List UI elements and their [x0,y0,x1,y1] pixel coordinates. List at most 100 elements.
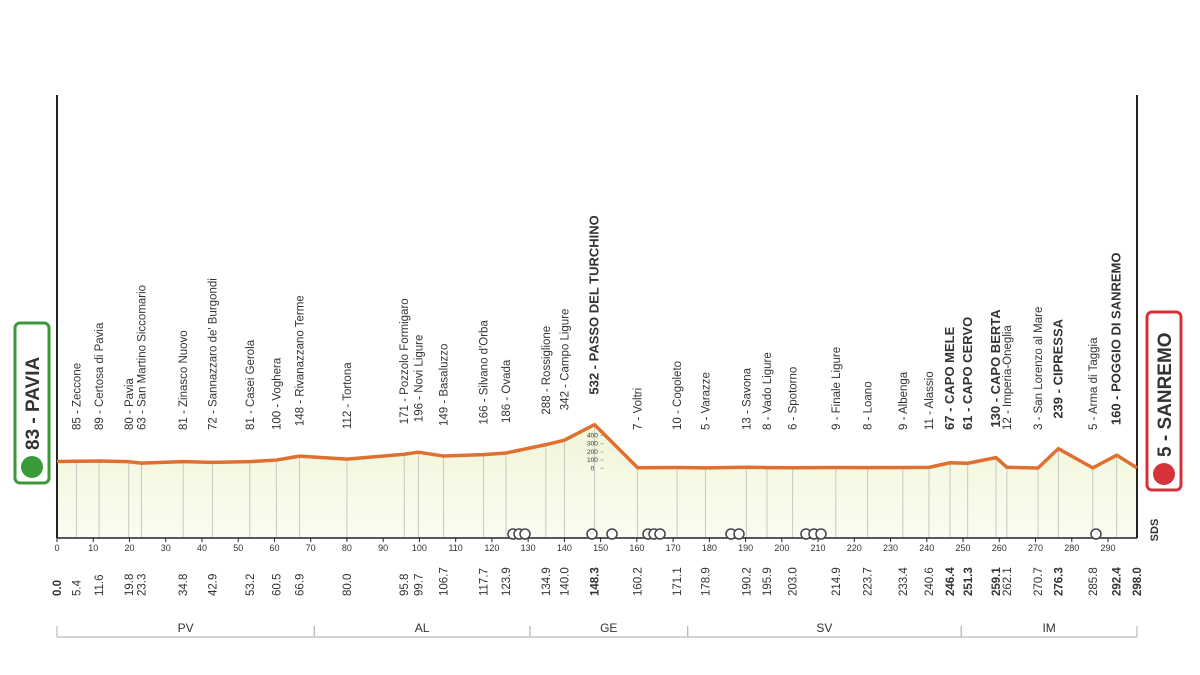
x-tick-label: 90 [378,543,388,553]
km-label: 99.7 [413,574,425,596]
waypoint-label: 81 - Casei Gerola [245,339,257,430]
waypoint-label: 5 - Varazze [700,372,712,430]
waypoint-label: 67 - CAPO MELE [942,326,957,430]
x-tick-label: 0 [54,543,59,553]
km-label: 117.7 [479,568,491,596]
terminal-box [13,321,51,485]
x-tick-label: 120 [484,543,499,553]
waypoint-label: 130 - CAPO BERTA [988,309,1003,428]
km-label: 53.2 [245,574,257,596]
x-tick-label: 220 [847,543,862,553]
x-tick-label: 40 [197,543,207,553]
km-label: 223.7 [863,567,875,596]
x-tick-label: 60 [269,543,279,553]
waypoint-label: 166 - Silvano d'Orba [479,320,491,425]
profile-area [57,424,1137,538]
km-label: 5.4 [72,579,84,596]
km-label: 66.9 [294,574,306,596]
x-tick-label: 50 [233,543,243,553]
x-tick-label: 270 [1028,543,1043,553]
x-tick-label: 180 [702,543,717,553]
x-tick-label: 80 [342,543,352,553]
km-label: 270.7 [1033,567,1045,596]
y-tick-label: 100 [587,457,598,464]
waypoint-label: 149 - Basaluzzo [439,344,451,426]
waypoint-label: 3 - San Lorenzo al Mare [1033,307,1045,430]
logo: SDS [1149,519,1161,542]
x-tick-label: 280 [1064,543,1079,553]
waypoint-label: 160 - POGGIO DI SANREMO [1109,252,1124,425]
x-tick-label: 240 [919,543,934,553]
x-tick-label: 210 [811,543,826,553]
waypoint-label: 5 - Arma di Taggia [1088,337,1100,430]
region-label: IM [1042,621,1055,635]
x-tick-label: 190 [738,543,753,553]
waypoint-label: 81 - Zinasco Nuovo [178,330,190,430]
waypoint-label: 12 - Imperia-Oneglia [1002,325,1014,430]
km-label: 140.0 [559,567,571,596]
km-label: 0.0 [52,580,64,596]
km-label: 80.0 [342,574,354,596]
waypoint-label: 11 - Alassio [924,371,936,430]
waypoint-label: 112 - Tortona [342,362,354,429]
x-tick-label: 10 [88,543,98,553]
terminal-label: 83 - PAVIA [23,356,44,450]
x-tick-label: 170 [666,543,681,553]
waypoint-label: 171 - Pozzolo Formigaro [399,298,411,424]
km-label: 214.9 [831,567,843,596]
km-label: 34.8 [178,574,190,596]
waypoint-label: 85 - Zeccone [72,363,84,430]
x-tick-label: 100 [412,543,427,553]
x-tick-label: 110 [448,543,462,553]
km-label: 171.1 [672,567,684,596]
waypoint-label: 13 - Savona [741,367,753,430]
km-label: 23.3 [136,574,148,596]
y-tick-label: 0 [591,465,595,472]
km-label: 259.1 [991,567,1003,596]
waypoint-label: 186 - Ovada [501,359,513,423]
x-tick-label: 140 [557,543,572,553]
waypoint-label: 7 - Voltri [633,388,645,430]
terminal-box [1145,310,1183,492]
region-label: GE [600,621,617,635]
km-label: 246.4 [945,567,957,596]
km-label: 178.9 [700,567,712,596]
x-tick-label: 230 [883,543,898,553]
x-tick-label: 150 [593,543,608,553]
km-label: 60.5 [271,574,283,596]
waypoint-label: 61 - CAPO CERVO [960,317,975,430]
km-label: 276.3 [1053,567,1065,596]
waypoint-label: 100 - Voghera [271,357,283,430]
km-label: 292.4 [1112,567,1124,596]
waypoint-label: 342 - Campo Ligure [559,309,571,411]
km-label: 251.3 [963,567,975,596]
km-label: 123.9 [501,567,513,596]
waypoint-label: 9 - Albenga [898,371,910,430]
x-tick-label: 30 [161,543,171,553]
x-tick-label: 130 [521,543,536,553]
km-label: 11.6 [94,574,106,596]
waypoint-label: 10 - Cogoleto [672,361,684,430]
waypoint-label: 288 - Rossiglione [541,326,553,415]
y-tick-label: 400 [587,432,598,439]
waypoint-label: 8 - Vado Ligure [762,352,774,430]
km-label: 190.2 [741,567,753,596]
waypoint-label: 196 - Novi Ligure [413,335,425,423]
region-label: AL [415,621,430,635]
km-label: 298.0 [1132,567,1144,596]
region-label: SV [816,621,832,635]
terminal-label: 5 - SANREMO [1155,332,1176,457]
km-label: 134.9 [541,567,553,596]
km-label: 148.3 [589,567,601,596]
region-label: PV [178,621,194,635]
waypoint-label: 63 - San Martino Siccomario [136,285,148,430]
waypoint-label: 8 - Loano [863,381,875,430]
km-label: 160.2 [633,567,645,596]
terminal-icon [1153,463,1175,485]
km-label: 262.1 [1002,567,1014,596]
profile-line [56,422,1138,470]
waypoint-label: 9 - Finale Ligure [831,347,843,430]
feed-icons [507,528,1102,540]
km-label: 285.8 [1088,567,1100,596]
